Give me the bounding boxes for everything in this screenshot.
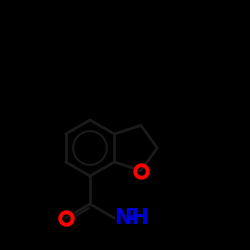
Text: NH: NH: [114, 208, 149, 228]
Text: 2: 2: [128, 208, 139, 222]
